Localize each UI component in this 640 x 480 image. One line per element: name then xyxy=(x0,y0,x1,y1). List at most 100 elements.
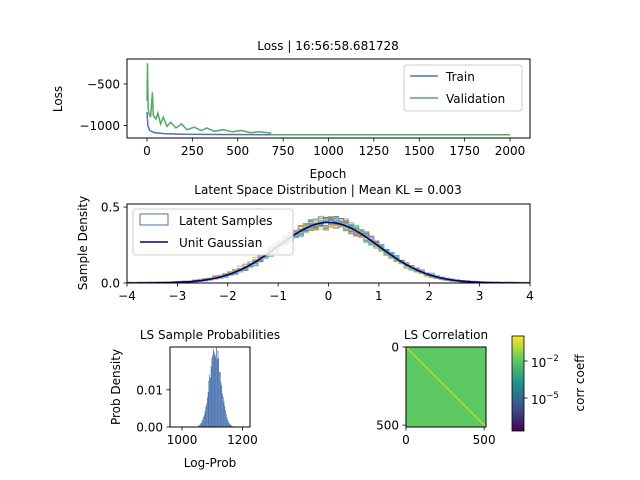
loss-xtick-label: 250 xyxy=(181,144,204,158)
prob-bar xyxy=(202,419,204,427)
latent-legend: Latent Samples Unit Gaussian xyxy=(132,208,294,256)
loss-ylabel: Loss xyxy=(51,86,65,112)
loss-ytick-label: −1000 xyxy=(79,119,120,133)
prob-bar xyxy=(217,350,219,427)
prob-bar xyxy=(212,355,214,427)
prob-bar xyxy=(201,420,203,427)
loss-series-validation xyxy=(146,63,510,136)
prob-bar xyxy=(216,359,218,427)
prob-bar xyxy=(200,423,201,427)
prob-xtick-label: 1000 xyxy=(167,433,198,447)
colorbar-tick-label-1: 10−2 xyxy=(531,354,559,370)
correlation-diagonal xyxy=(405,346,487,428)
prob-bar xyxy=(228,421,229,427)
prob-bar xyxy=(219,372,221,427)
corr-title: LS Correlation xyxy=(404,328,488,342)
prob-bar xyxy=(198,425,200,427)
prob-bar xyxy=(227,419,229,427)
corr-axes-frame xyxy=(405,346,487,428)
prob-bar xyxy=(215,356,217,427)
latent-xtick-label: −4 xyxy=(118,289,136,303)
loss-xlabel: Epoch xyxy=(310,167,347,181)
corr-xtick-label: 500 xyxy=(473,433,496,447)
prob-axes-frame xyxy=(169,346,251,428)
prob-xtick-label: 1200 xyxy=(227,433,258,447)
prob-title: LS Sample Probabilities xyxy=(140,328,280,342)
prob-bar xyxy=(225,410,226,427)
loss-xtick-label: 1250 xyxy=(359,144,390,158)
latent-xtick-label: −3 xyxy=(169,289,187,303)
loss-xtick-label: 1750 xyxy=(449,144,480,158)
latent-xtick-label: 4 xyxy=(526,289,534,303)
prob-bar xyxy=(220,381,222,427)
prob-bar xyxy=(228,423,230,427)
prob-xlabel: Log-Prob xyxy=(184,456,236,470)
prob-bar xyxy=(216,347,217,427)
latent-title: Latent Space Distribution | Mean KL = 0.… xyxy=(194,183,461,197)
loss-title: Loss | 16:56:58.681728 xyxy=(257,39,399,53)
prob-bar xyxy=(225,413,227,427)
prob-bar xyxy=(197,425,199,427)
prob-bar xyxy=(213,349,214,427)
corr-ytick-label: 500 xyxy=(376,419,399,433)
prob-bar xyxy=(205,406,207,427)
latent-panel: Latent Space Distribution | Mean KL = 0.… xyxy=(76,183,534,303)
latent-xtick-label: 0 xyxy=(325,289,333,303)
prob-bar xyxy=(207,392,209,427)
prob-bar xyxy=(222,393,223,427)
colorbar-label: corr coeff xyxy=(573,354,587,412)
prob-bar xyxy=(210,378,211,427)
prob-bar xyxy=(224,405,226,427)
latent-xtick-label: 2 xyxy=(425,289,433,303)
prob-bar xyxy=(208,380,210,427)
prob-bar xyxy=(199,424,201,427)
prob-bar xyxy=(203,416,204,427)
loss-xtick-label: 750 xyxy=(272,144,295,158)
prob-bar xyxy=(219,371,220,427)
loss-ytick-label: −500 xyxy=(87,77,120,91)
loss-xtick-label: 1000 xyxy=(313,144,344,158)
prob-bar xyxy=(214,354,216,427)
prob-bar xyxy=(209,375,210,427)
prob-bar xyxy=(231,425,232,427)
prob-bar xyxy=(200,423,202,427)
latent-ytick-label: 0.0 xyxy=(101,277,120,291)
corr-xtick-label: 0 xyxy=(402,433,410,447)
unit-gaussian-curve xyxy=(127,221,530,283)
prob-ytick-label: 0.01 xyxy=(136,383,163,397)
loss-xtick-label: 0 xyxy=(143,144,151,158)
latent-xtick-label: 3 xyxy=(476,289,484,303)
prob-bar xyxy=(221,385,223,427)
latent-xtick-label: −1 xyxy=(269,289,287,303)
loss-legend: Train Validation xyxy=(403,64,523,112)
loss-panel: Loss | 16:56:58.681728 0 250 500 750 1000 125… xyxy=(51,39,531,181)
loss-xtick-label: 2000 xyxy=(495,144,526,158)
colorbar xyxy=(511,335,525,432)
prob-bar xyxy=(213,351,215,427)
prob-bar xyxy=(223,401,225,427)
latent-xtick-label: −2 xyxy=(219,289,237,303)
prob-bar xyxy=(211,358,213,427)
prob-bar xyxy=(204,410,206,427)
prob-bar xyxy=(206,397,208,427)
loss-series-train xyxy=(146,112,510,136)
latent-ytick-label: 0.5 xyxy=(101,201,120,215)
prob-bar xyxy=(226,417,228,427)
probability-panel: LS Sample Probabilities 1000 1200 0.00 0.0… xyxy=(109,328,280,470)
legend-unit-gaussian-label: Unit Gaussian xyxy=(179,236,262,250)
prob-ylabel: Prob Density xyxy=(109,349,123,425)
loss-xtick-label: 500 xyxy=(226,144,249,158)
prob-bar xyxy=(222,396,224,427)
prob-bar xyxy=(203,414,205,427)
legend-latent-samples-label: Latent Samples xyxy=(179,214,273,228)
legend-train-label: Train xyxy=(445,70,475,84)
legend-latent-samples-swatch xyxy=(139,213,169,226)
latent-xtick-label: 1 xyxy=(375,289,383,303)
legend-validation-label: Validation xyxy=(446,92,505,106)
latent-ylabel: Sample Density xyxy=(76,196,90,290)
prob-bar xyxy=(206,403,207,427)
loss-xtick-label: 1500 xyxy=(404,144,435,158)
corr-ytick-label: 0 xyxy=(391,341,399,355)
prob-bar xyxy=(230,425,232,427)
